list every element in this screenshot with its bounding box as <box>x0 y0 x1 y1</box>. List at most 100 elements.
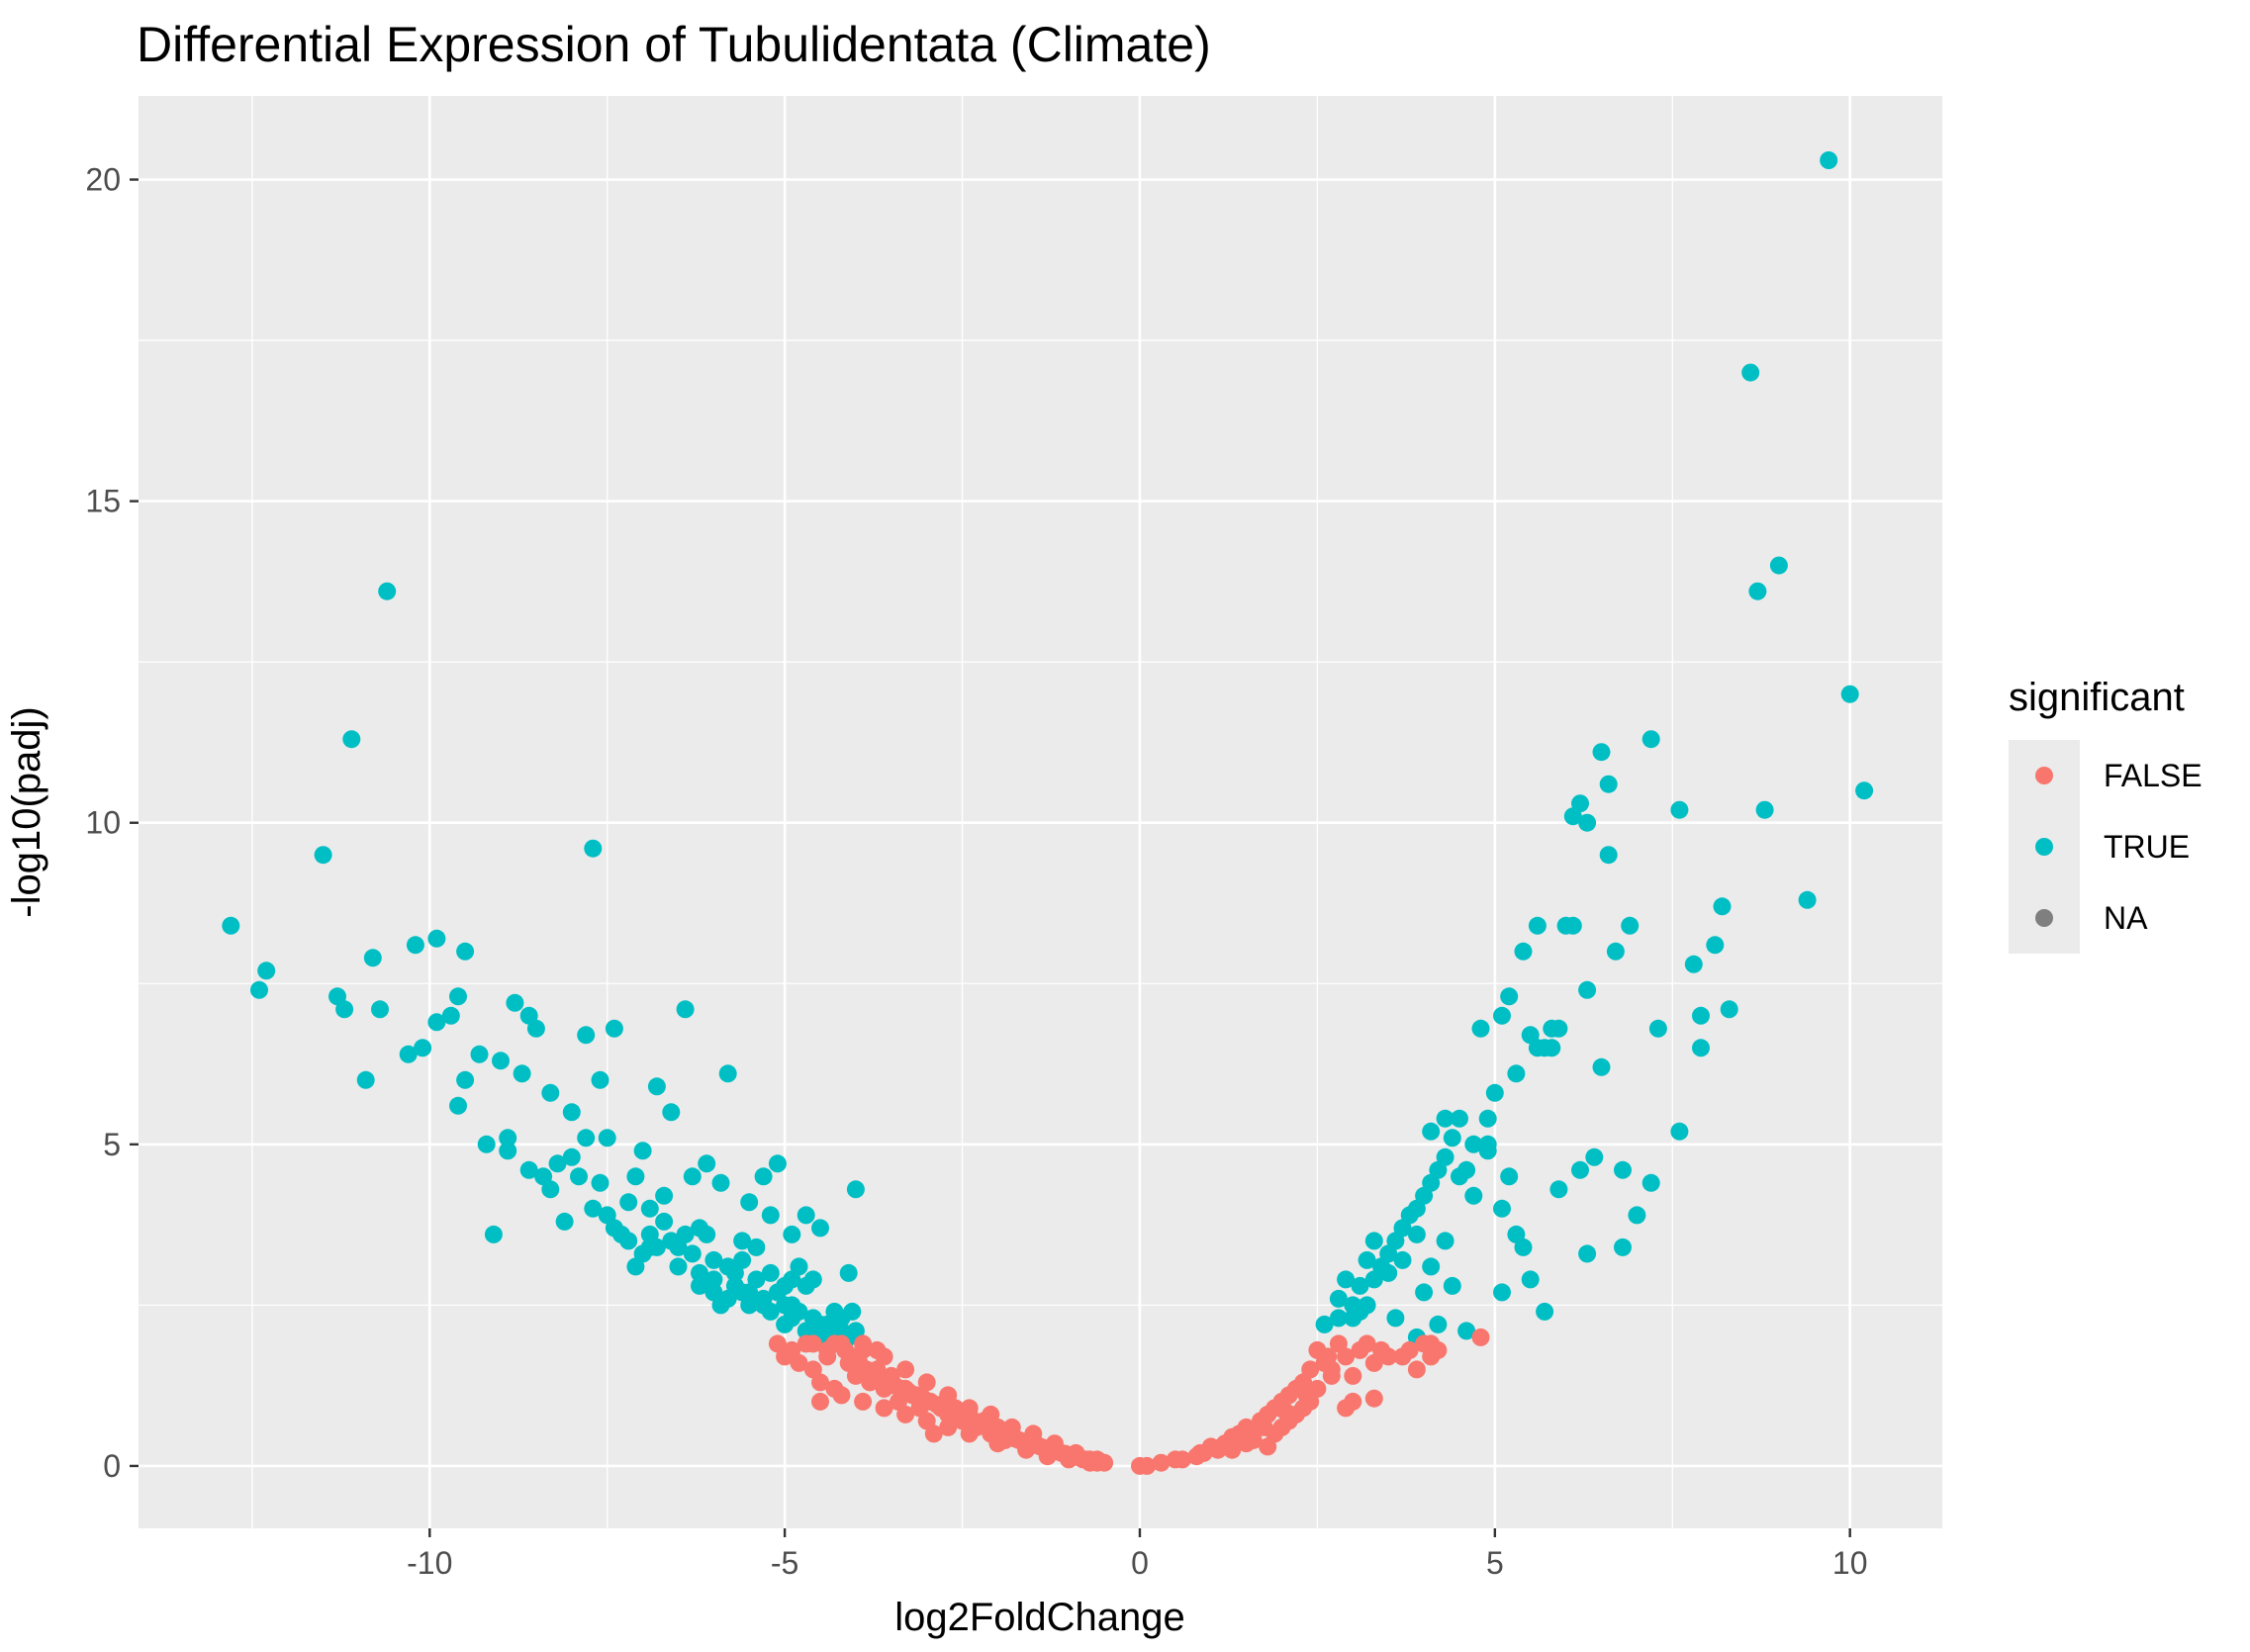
legend-label-na: NA <box>2104 900 2148 936</box>
data-point-true <box>1571 794 1589 813</box>
data-point-true <box>626 1167 645 1186</box>
legend-keys: FALSE TRUE NA <box>2009 740 2203 954</box>
data-point-true <box>1464 1186 1483 1205</box>
data-point-true <box>740 1193 759 1212</box>
data-point-true <box>1379 1263 1398 1282</box>
data-point-true <box>1599 775 1618 793</box>
data-point-true <box>499 1142 517 1160</box>
legend-key-false <box>2035 767 2053 784</box>
data-point-true <box>704 1270 723 1289</box>
data-point-false <box>854 1334 873 1353</box>
data-point-true <box>619 1232 638 1250</box>
data-point-true <box>577 1129 596 1147</box>
data-point-true <box>1563 916 1582 935</box>
data-point-true <box>718 1289 737 1308</box>
data-point-true <box>843 1302 862 1321</box>
data-point-false <box>832 1386 851 1405</box>
data-point-true <box>1798 890 1817 909</box>
data-point-false <box>1422 1334 1441 1353</box>
data-point-true <box>605 1219 623 1238</box>
data-point-true <box>1571 1160 1589 1179</box>
x-axis-ticks: -10 -5 0 5 10 <box>407 1528 1867 1581</box>
data-point-true <box>1692 1039 1710 1057</box>
data-point-true <box>250 980 268 999</box>
data-point-false <box>1024 1424 1043 1443</box>
data-point-false <box>917 1373 936 1392</box>
data-point-true <box>1536 1302 1554 1321</box>
data-point-true <box>1621 916 1640 935</box>
data-point-true <box>562 1147 581 1166</box>
data-point-true <box>1393 1250 1412 1269</box>
data-point-false <box>939 1386 958 1405</box>
data-point-true <box>839 1263 858 1282</box>
data-point-true <box>811 1219 829 1238</box>
plot-panel <box>139 96 1942 1528</box>
data-point-true <box>1493 1006 1511 1025</box>
data-point-true <box>718 1257 737 1276</box>
data-point-true <box>1507 1064 1526 1083</box>
data-point-true <box>1706 936 1725 955</box>
data-point-true <box>598 1129 616 1147</box>
data-point-false <box>1407 1360 1426 1379</box>
data-point-true <box>1429 1315 1448 1333</box>
data-point-false <box>854 1392 873 1411</box>
data-point-true <box>427 1013 446 1032</box>
data-point-false <box>875 1347 893 1366</box>
data-point-true <box>1549 1019 1568 1038</box>
data-point-true <box>1514 942 1533 961</box>
data-point-true <box>456 942 475 961</box>
data-point-true <box>470 1045 489 1063</box>
data-point-true <box>1713 897 1732 916</box>
chart-title: Differential Expression of Tubulidentata… <box>137 17 1211 72</box>
data-point-false <box>1393 1347 1412 1366</box>
data-point-false <box>1173 1450 1191 1469</box>
data-point-false <box>917 1412 936 1430</box>
data-point-true <box>846 1180 865 1199</box>
data-point-true <box>562 1103 581 1122</box>
data-point-true <box>1344 1296 1362 1315</box>
data-point-true <box>783 1309 801 1328</box>
data-point-true <box>378 582 397 600</box>
x-axis-title: log2FoldChange <box>894 1596 1185 1639</box>
data-point-true <box>761 1263 780 1282</box>
data-point-true <box>449 1096 467 1115</box>
data-point-true <box>584 1199 603 1218</box>
data-point-true <box>1407 1225 1426 1243</box>
data-point-true <box>1358 1296 1376 1315</box>
data-point-true <box>1422 1257 1441 1276</box>
data-point-false <box>1002 1418 1021 1436</box>
data-point-true <box>356 1070 375 1089</box>
data-point-true <box>1478 1109 1497 1128</box>
data-point-true <box>676 1000 695 1019</box>
data-point-true <box>314 846 332 865</box>
data-point-true <box>698 1225 716 1243</box>
data-points <box>222 151 1874 1475</box>
legend-key-true <box>2035 838 2053 856</box>
data-point-true <box>704 1250 723 1269</box>
legend-label-false: FALSE <box>2104 758 2203 793</box>
data-point-true <box>1471 1019 1490 1038</box>
data-point-true <box>1840 685 1859 703</box>
data-point-true <box>342 730 361 749</box>
data-point-true <box>662 1232 681 1250</box>
data-point-true <box>733 1250 752 1269</box>
data-point-true <box>669 1257 688 1276</box>
y-tick-label: 10 <box>85 805 121 841</box>
data-point-false <box>811 1373 829 1392</box>
data-point-true <box>1500 1167 1519 1186</box>
data-point-true <box>257 962 276 980</box>
data-point-true <box>1415 1283 1434 1302</box>
data-point-true <box>1364 1232 1383 1250</box>
data-point-false <box>1038 1447 1057 1466</box>
data-point-true <box>591 1070 609 1089</box>
data-point-true <box>519 1160 538 1179</box>
data-point-true <box>1386 1309 1405 1328</box>
data-point-true <box>818 1315 837 1333</box>
data-point-true <box>640 1199 659 1218</box>
data-point-false <box>811 1392 829 1411</box>
minor-gridlines <box>139 96 1942 1528</box>
data-point-false <box>1301 1360 1320 1379</box>
x-tick-label: 0 <box>1131 1545 1149 1581</box>
data-point-true <box>1337 1270 1356 1289</box>
